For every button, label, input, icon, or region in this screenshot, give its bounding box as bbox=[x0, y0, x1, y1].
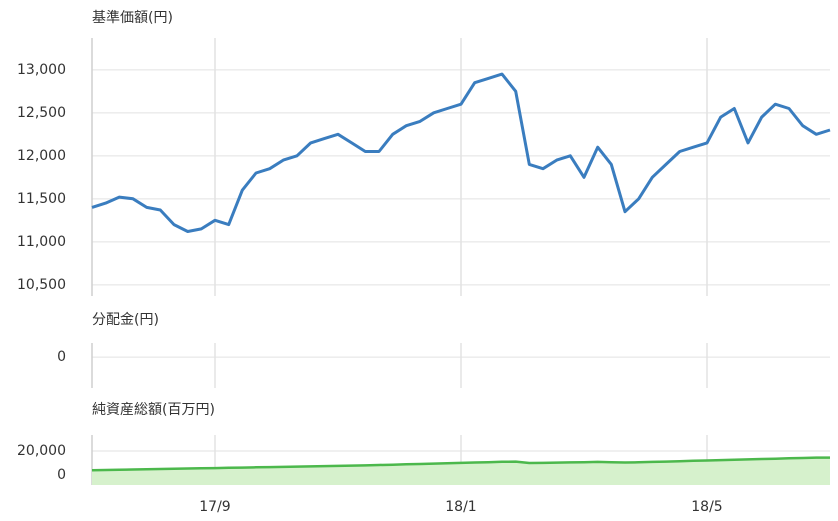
panel-title: 分配金(円) bbox=[92, 312, 159, 328]
panel-title: 基準価額(円) bbox=[92, 9, 173, 26]
y-tick-label: 10,500 bbox=[17, 277, 66, 293]
line bbox=[91, 72, 831, 233]
x-tick-label: 17/9 bbox=[199, 499, 230, 515]
panel-title: 純資産総額(百万円) bbox=[92, 402, 215, 418]
area bbox=[92, 457, 830, 485]
y-tick-label: 20,000 bbox=[17, 443, 66, 459]
x-tick-label: 18/1 bbox=[445, 499, 476, 515]
line bbox=[91, 456, 830, 472]
x-tick-label: 18/5 bbox=[691, 499, 722, 515]
y-tick-label: 11,500 bbox=[17, 191, 66, 207]
y-tick-label: 11,000 bbox=[17, 234, 66, 250]
y-tick-label: 13,000 bbox=[17, 62, 66, 78]
y-tick-label: 0 bbox=[57, 467, 66, 483]
y-tick-label: 12,000 bbox=[17, 148, 66, 164]
y-tick-label: 12,500 bbox=[17, 105, 66, 121]
y-tick-label: 0 bbox=[57, 349, 66, 365]
